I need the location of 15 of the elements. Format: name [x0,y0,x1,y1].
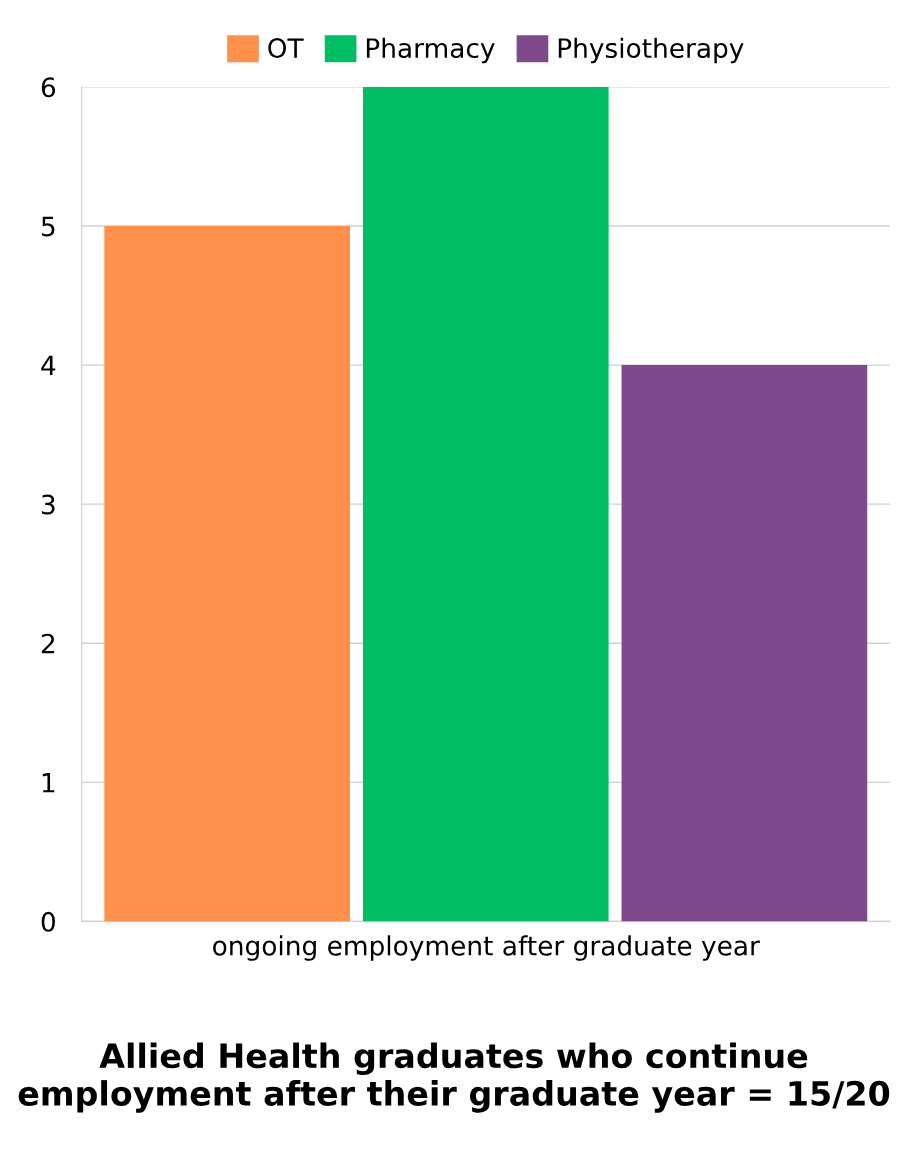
y-tick-label: 3 [41,494,55,515]
y-tick-label: 1 [42,773,55,793]
y-tick-label: 6 [41,77,56,98]
bar [362,86,609,922]
x-tick-label: ongoing employment after graduate year [213,935,760,961]
legend-label: OT [268,38,304,59]
y-tick-label: 2 [41,633,55,654]
legend-label: Physiotherapy [558,37,744,64]
y-tick-label: 4 [41,355,56,376]
y-tick-label: 0 [41,911,55,932]
bar [621,365,868,922]
legend-label: Pharmacy [366,37,495,64]
bar [104,226,351,922]
text: Allied Health graduates who continue employment after their graduate year = 15/20 [18,1042,890,1113]
y-tick-label: 5 [41,216,55,237]
